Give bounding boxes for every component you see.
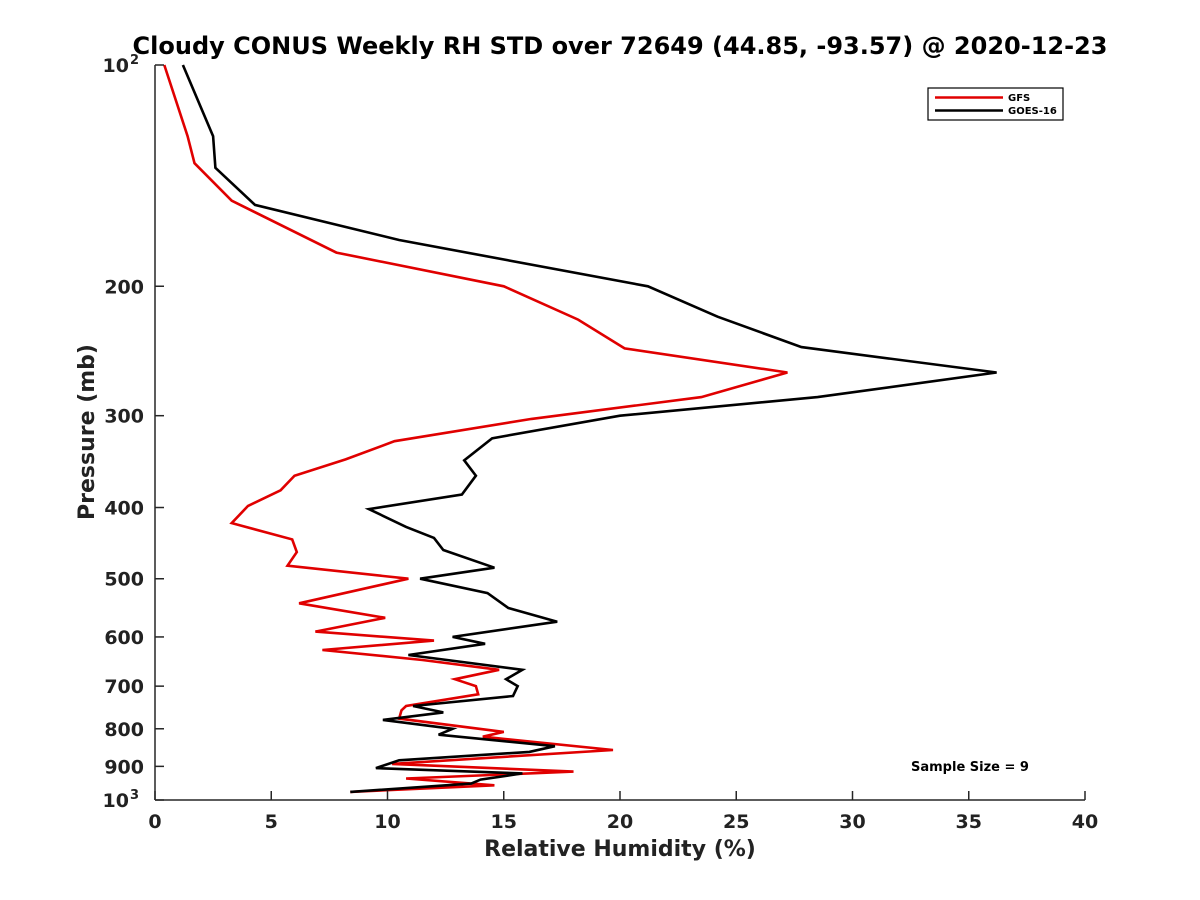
x-tick-label: 35 (956, 811, 982, 833)
x-tick-label: 0 (148, 811, 161, 833)
x-axis-label: Relative Humidity (%) (484, 837, 756, 862)
legend-label-gfs: GFS (1008, 93, 1030, 104)
series-layer (163, 64, 997, 794)
y-axis-label: Pressure (mb) (75, 344, 100, 520)
y-tick-label: 700 (104, 676, 144, 698)
x-tick-label: 10 (374, 811, 400, 833)
x-tick-layer: 0 5 10 15 20 25 30 35 40 (148, 791, 1098, 833)
y-tick-label-power: 10 (103, 790, 129, 812)
x-tick-label: 40 (1072, 811, 1098, 833)
x-tick-label: 25 (723, 811, 749, 833)
x-tick-label: 5 (265, 811, 278, 833)
plot-background (155, 65, 1085, 800)
y-tick-exponent: 3 (130, 788, 139, 803)
y-tick-label: 600 (104, 627, 144, 649)
y-tick-label: 200 (104, 276, 144, 298)
legend-label-goes16: GOES-16 (1008, 106, 1057, 117)
y-tick-label: 400 (104, 498, 144, 520)
legend-box (927, 87, 1064, 121)
x-tick-label: 15 (491, 811, 517, 833)
series-line-gfs (163, 64, 788, 794)
y-tick-exponent: 2 (130, 53, 139, 68)
y-tick-label: 500 (104, 569, 144, 591)
series-line-goes16 (181, 64, 997, 794)
y-tick-label: 300 (104, 406, 144, 428)
y-tick-label: 800 (104, 719, 144, 741)
chart-title: Cloudy CONUS Weekly RH STD over 72649 (4… (133, 32, 1108, 60)
y-tick-label: 900 (104, 756, 144, 778)
sample-size-annotation: Sample Size = 9 (911, 760, 1029, 775)
x-tick-label: 30 (839, 811, 865, 833)
y-tick-label-power: 10 (103, 55, 129, 77)
legend: GFS GOES-16 (927, 87, 1064, 121)
x-tick-label: 20 (607, 811, 633, 833)
